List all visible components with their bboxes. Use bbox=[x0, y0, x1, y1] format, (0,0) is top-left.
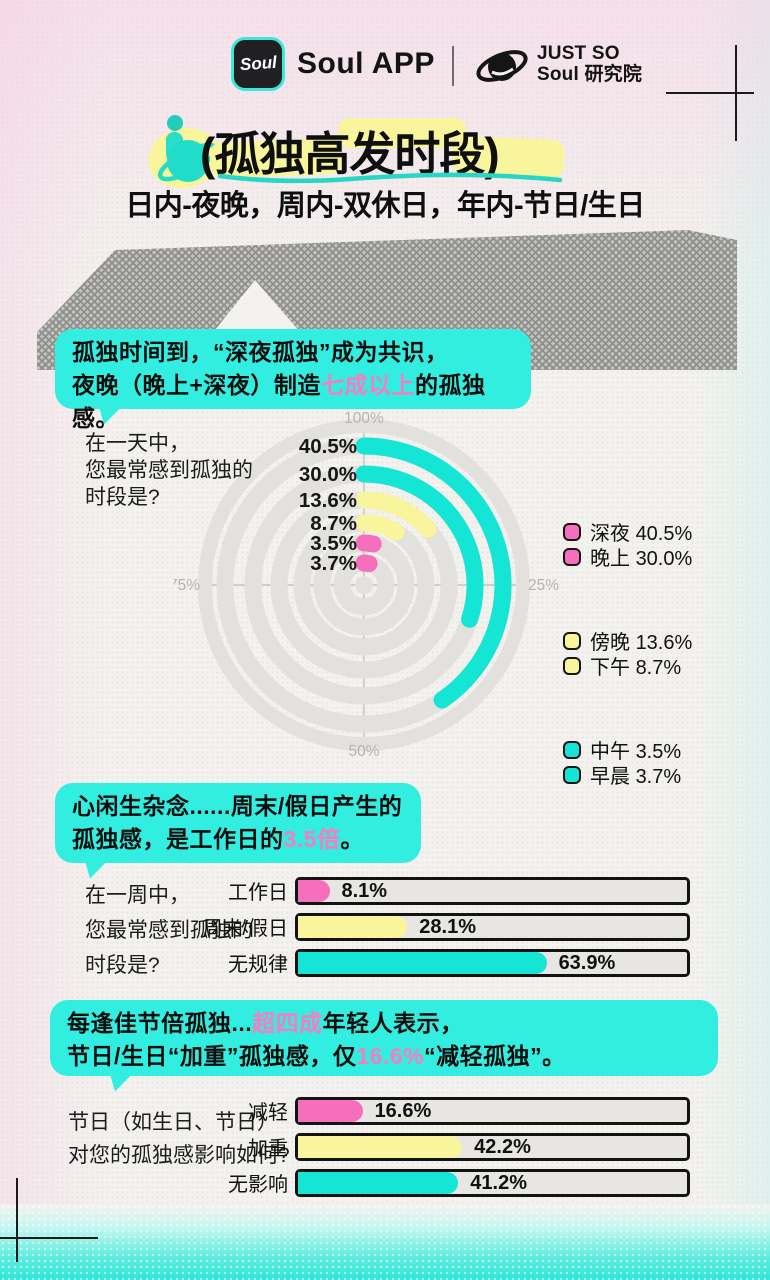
title-planet-figure-icon bbox=[148, 115, 220, 189]
bar-fill bbox=[298, 1099, 363, 1122]
legend-item: 中午 3.5% bbox=[563, 737, 692, 763]
bar-row-aggravate: 加重 42.2% bbox=[58, 1132, 690, 1161]
header-divider bbox=[452, 46, 454, 86]
callout3-accent1: 超四成 bbox=[252, 1010, 323, 1036]
bar-fill bbox=[298, 951, 547, 974]
svg-text:3.7%: 3.7% bbox=[310, 552, 357, 575]
legend-label: 晚上 bbox=[590, 548, 630, 570]
svg-text:25%: 25% bbox=[528, 577, 559, 594]
callout1-line1: 孤独时间到，“深夜孤独”成为共识， bbox=[72, 339, 449, 365]
page-subtitle: 日内-夜晚，周内-双休日，年内-节日/生日 bbox=[125, 190, 645, 222]
crosshair-bottom-left-v bbox=[16, 1178, 18, 1262]
legend-label: 下午 bbox=[590, 657, 630, 679]
legend-swatch-teal bbox=[563, 765, 581, 784]
brand-name: JUST SO Soul 研究院 bbox=[537, 43, 642, 85]
legend-item: 下午 8.7% bbox=[563, 653, 692, 679]
callout3-line2-pre: 节日/生日“加重”孤独感，仅 bbox=[67, 1043, 357, 1069]
bar-fill bbox=[298, 915, 408, 938]
bubble2-tail bbox=[82, 857, 108, 881]
svg-text:13.6%: 13.6% bbox=[299, 489, 357, 512]
bar-row-irregular: 无规律 63.9% bbox=[58, 948, 690, 977]
footer-gradient-strip bbox=[0, 1204, 770, 1280]
bar-value: 8.1% bbox=[341, 879, 388, 902]
soul-app-logo-icon: Soul bbox=[231, 37, 285, 91]
chart1-legend: 深夜 40.5% 晚上 30.0% 傍晚 13.6% 下午 8.7% 中午 3.… bbox=[563, 519, 692, 822]
bubble3-tail bbox=[107, 1070, 133, 1094]
callout3-accent2: 16.6% bbox=[356, 1043, 425, 1069]
callout-bubble-weekend: 心闲生杂念......周末/假日产生的 孤独感，是工作日的3.5倍。 bbox=[55, 783, 421, 881]
bar-value: 63.9% bbox=[558, 951, 616, 974]
app-name: Soul APP bbox=[297, 47, 435, 80]
callout2-line2-post: 。 bbox=[340, 826, 364, 852]
chart1-question: 在一天中， 您最常感到孤独的 时段是? bbox=[85, 430, 253, 511]
legend-swatch-teal bbox=[563, 740, 581, 759]
legend-swatch-pink bbox=[563, 522, 581, 541]
bar-track: 16.6% bbox=[295, 1096, 690, 1125]
bar-label: 无规律 bbox=[228, 954, 288, 976]
legend-label: 早晨 bbox=[590, 766, 630, 788]
crosshair-top-right-h bbox=[666, 92, 754, 94]
legend-swatch-yellow bbox=[563, 631, 581, 650]
legend-swatch-pink bbox=[563, 547, 581, 566]
bar-value: 16.6% bbox=[374, 1099, 432, 1122]
bar-label: 无影响 bbox=[228, 1174, 288, 1196]
bar-row-weekend: 周末/假日 28.1% bbox=[58, 912, 690, 941]
bar-track: 8.1% bbox=[295, 876, 690, 905]
brand-line2: Soul 研究院 bbox=[537, 64, 643, 85]
bar-label: 周末/假日 bbox=[202, 918, 288, 940]
bar-value: 28.1% bbox=[419, 915, 477, 938]
legend-value: 3.7% bbox=[635, 766, 682, 788]
legend-item: 晚上 30.0% bbox=[563, 544, 693, 570]
svg-text:75%: 75% bbox=[174, 577, 200, 594]
svg-text:30.0%: 30.0% bbox=[299, 463, 357, 486]
legend-item: 深夜 40.5% bbox=[563, 519, 692, 545]
bar-fill bbox=[298, 1135, 463, 1158]
legend-swatch-yellow bbox=[563, 656, 581, 675]
legend-value: 30.0% bbox=[635, 548, 693, 570]
bar-label: 工作日 bbox=[228, 882, 288, 904]
legend-value: 8.7% bbox=[635, 657, 682, 679]
bar-row-noeffect: 无影响 41.2% bbox=[58, 1168, 690, 1197]
bar-fill bbox=[298, 879, 330, 902]
bar-label: 加重 bbox=[248, 1138, 288, 1160]
legend-item: 早晨 3.7% bbox=[563, 762, 692, 788]
soul-logo-text: Soul bbox=[238, 52, 278, 75]
crosshair-top-right-v bbox=[735, 45, 737, 141]
bubble1-tail bbox=[96, 403, 122, 427]
chart1-question-line3: 时段是? bbox=[85, 486, 160, 509]
callout3-line1-pre: 每逢佳节倍孤独... bbox=[67, 1010, 253, 1036]
callout1-accent: 七成以上 bbox=[320, 372, 415, 398]
callout3-line1-post: 年轻人表示， bbox=[322, 1010, 464, 1036]
crosshair-bottom-left-h bbox=[0, 1237, 98, 1239]
bar-label: 减轻 bbox=[248, 1102, 288, 1124]
bar-value: 41.2% bbox=[470, 1171, 527, 1194]
bar-value: 42.2% bbox=[474, 1135, 531, 1158]
legend-group-night: 中午 3.5% 早晨 3.7% bbox=[563, 737, 692, 788]
bar-row-workday: 工作日 8.1% bbox=[58, 876, 690, 905]
callout3-line2-post: “减轻孤独”。 bbox=[424, 1043, 566, 1069]
bar-row-relieve: 减轻 16.6% bbox=[58, 1096, 690, 1125]
legend-item: 傍晚 13.6% bbox=[563, 628, 692, 654]
callout1-line2-pre: 夜晚（晚上+深夜）制造 bbox=[72, 372, 321, 398]
callout-bubble-night: 孤独时间到，“深夜孤独”成为共识， 夜晚（晚上+深夜）制造七成以上的孤独感。 bbox=[55, 329, 531, 431]
svg-text:40.5%: 40.5% bbox=[299, 435, 357, 458]
legend-group-morning: 深夜 40.5% 晚上 30.0% bbox=[563, 519, 693, 570]
planet-orbit-icon bbox=[476, 50, 528, 82]
bar-track: 41.2% bbox=[295, 1168, 690, 1197]
legend-group-afternoon: 傍晚 13.6% 下午 8.7% bbox=[563, 628, 692, 679]
callout-bubble-holiday: 每逢佳节倍孤独...超四成年轻人表示， 节日/生日“加重”孤独感，仅16.6%“… bbox=[50, 1000, 718, 1094]
chart1-question-line2: 您最常感到孤独的 bbox=[85, 459, 253, 482]
bar-track: 42.2% bbox=[295, 1132, 690, 1161]
bar-track: 63.9% bbox=[295, 948, 690, 977]
bar-fill bbox=[298, 1171, 459, 1194]
callout2-line1: 心闲生杂念......周末/假日产生的 bbox=[72, 793, 403, 819]
callout2-line2-pre: 孤独感，是工作日的 bbox=[72, 826, 284, 852]
svg-text:50%: 50% bbox=[348, 743, 379, 760]
bar-track: 28.1% bbox=[295, 912, 690, 941]
callout2-accent: 3.5倍 bbox=[283, 826, 341, 852]
brand-line1: JUST SO bbox=[537, 43, 620, 64]
